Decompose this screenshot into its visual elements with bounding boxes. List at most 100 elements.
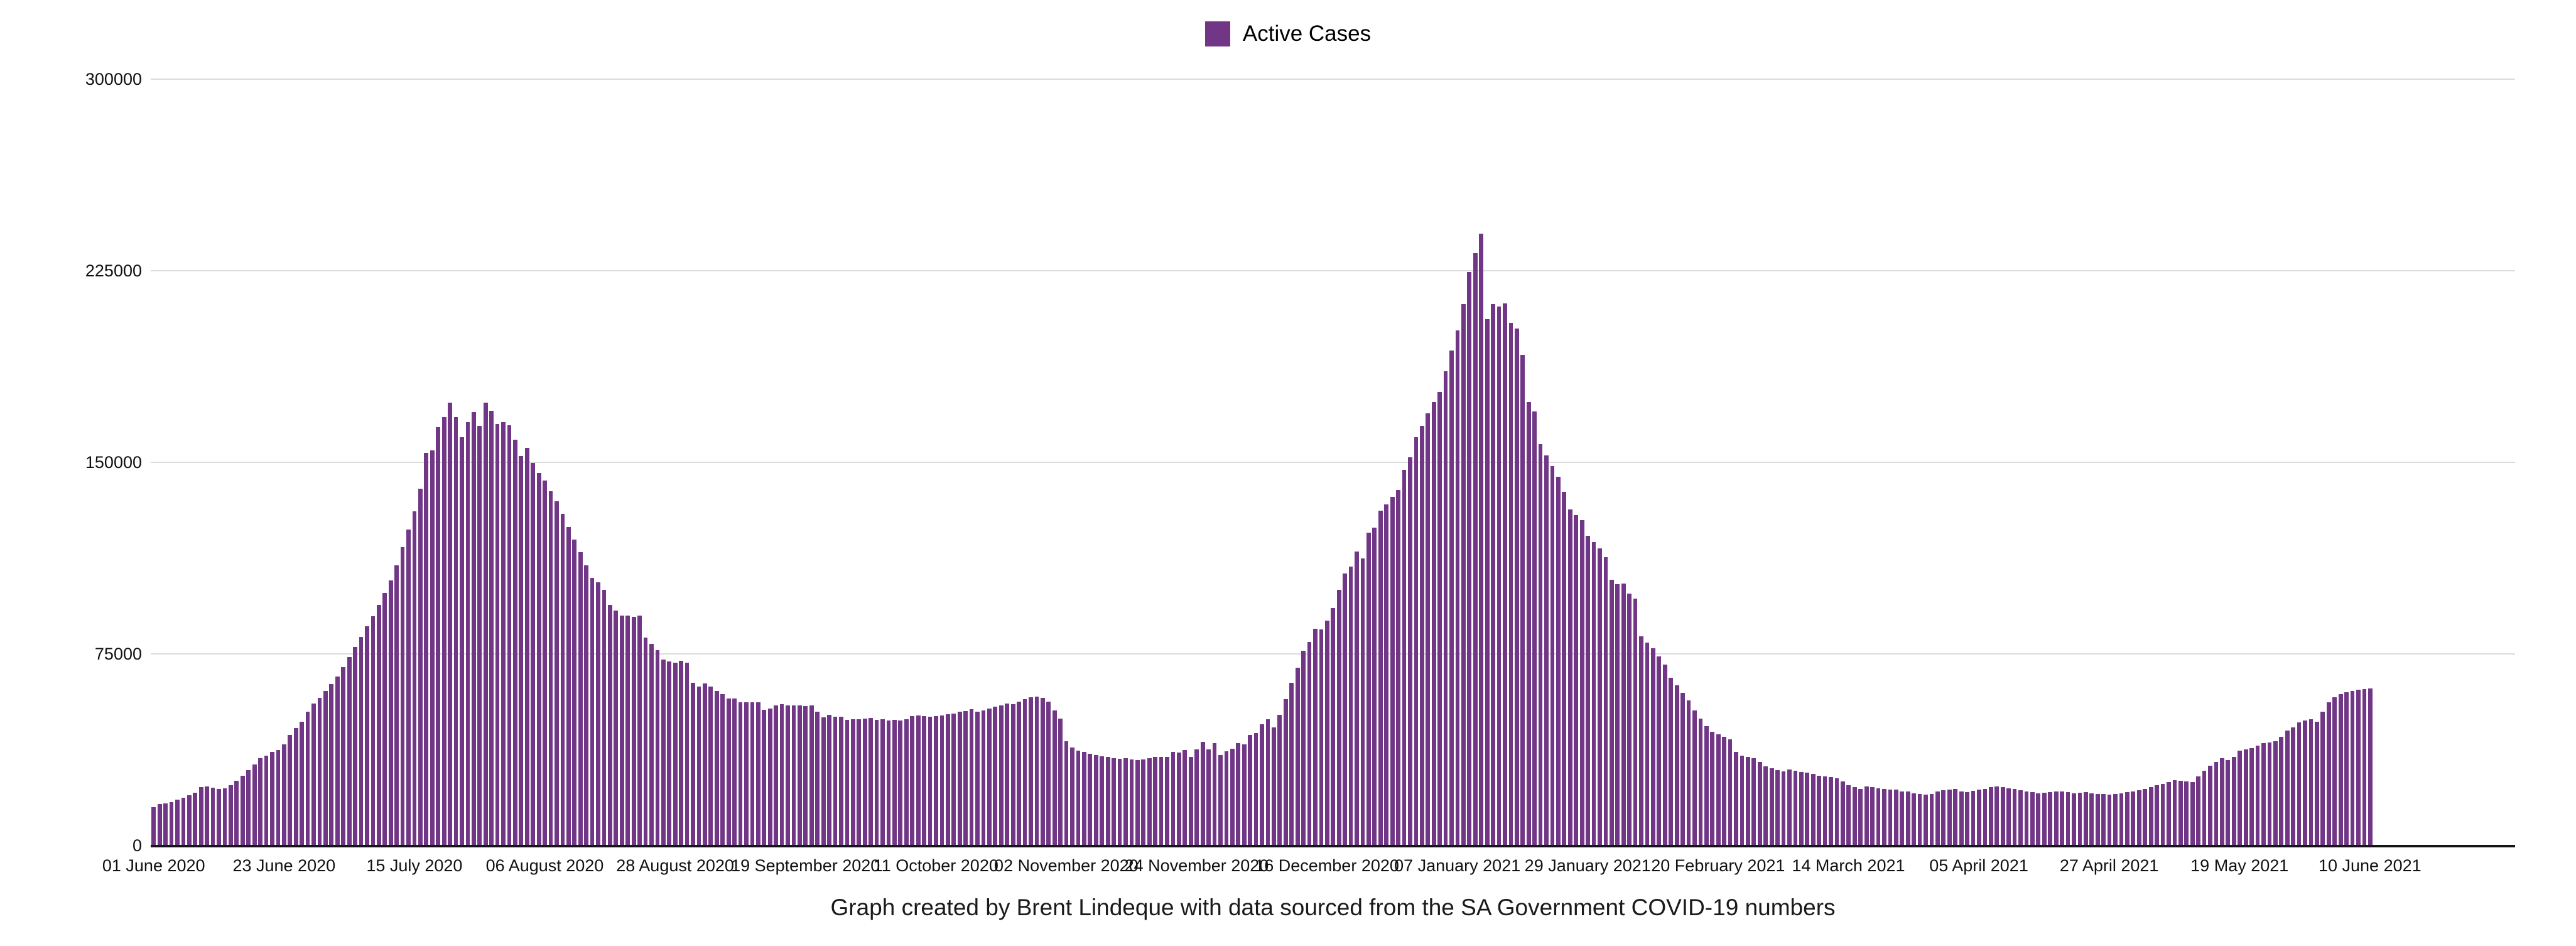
bar-slot [2201,80,2207,846]
bar-slot [2071,80,2077,846]
bar-slot [1063,80,1069,846]
bar-slot [530,80,536,846]
bar [276,750,281,846]
bar [1520,354,1525,846]
bar-slot [1128,80,1134,846]
bar-slot [915,80,921,846]
bar-slot [1324,80,1330,846]
bar [1461,304,1466,846]
bar-slot [376,80,382,846]
bar [2315,721,2319,846]
bar [1822,776,1827,846]
bar [187,795,192,846]
bar [388,580,393,846]
bar-slot [1840,80,1846,846]
bar [2065,792,2070,846]
bar-slot [1573,80,1579,846]
bar-slot [2296,80,2302,846]
bar [1567,509,1572,846]
bar [1319,629,1324,846]
bar [1331,608,1336,846]
bar [975,712,980,846]
bar [762,709,767,846]
bar [1449,351,1454,846]
bar [767,709,772,846]
bar-slot [1650,80,1656,846]
bar-slot [548,80,553,846]
bar [1532,411,1537,846]
empty-slot [2409,80,2415,846]
bar-slot [483,80,489,846]
bar [2184,781,2189,846]
bar [2368,688,2373,846]
bar-slot [1431,80,1437,846]
bar-slot [2184,80,2189,846]
bar [1924,794,1928,846]
bar-slot [1662,80,1668,846]
bar [874,719,879,846]
bar-slot [1893,80,1899,846]
bar-slot [809,80,814,846]
bar [406,529,411,846]
bar-slot [1140,80,1146,846]
bar [501,421,506,846]
bar [175,800,180,846]
bar-slot [791,80,796,846]
empty-slot [2385,80,2391,846]
bar [1046,702,1051,846]
empty-slot [2421,80,2427,846]
bar-slot [1306,80,1312,846]
bar [495,424,500,846]
bar-slot [2314,80,2320,846]
bar-slot [1982,80,1988,846]
bar-slot [1674,80,1679,846]
y-axis-tick-label: 300000 [85,70,142,89]
bar [483,403,488,846]
bar [869,717,874,846]
bar [2285,731,2290,846]
bar-slot [340,80,346,846]
bar [1277,714,1282,846]
bar-slot [2023,80,2029,846]
empty-slot [2462,80,2468,846]
bar-slot [358,80,364,846]
empty-slot [2468,80,2474,846]
bar-slot [192,80,198,846]
bar [1177,753,1181,846]
bar [850,719,855,846]
bar [1734,751,1738,846]
bar [1479,234,1484,846]
bar-slot [554,80,560,846]
bar-slot [1905,80,1911,846]
bar [2131,791,2136,846]
bar-slot [601,80,607,846]
bar [1917,793,1922,846]
bar [1437,391,1442,846]
bar-slot [187,80,192,846]
bar [2249,748,2254,846]
bar [2214,761,2219,846]
bar [1935,791,1940,846]
bar-slot [1372,80,1377,846]
bar-slot [489,80,494,846]
bar-slot [1389,80,1395,846]
bar-slot [1976,80,1982,846]
bar [1615,584,1620,846]
bar [1005,704,1010,846]
bar-slot [1211,80,1217,846]
bar-slot [975,80,980,846]
x-axis-tick-label: 01 June 2020 [102,856,205,875]
x-axis-tick-label: 20 February 2021 [1651,856,1785,875]
bar [619,616,624,846]
bar-slot [1170,80,1176,846]
bar-slot [524,80,530,846]
bar-slot [963,80,968,846]
bar-slot [874,80,879,846]
bar-slot [1277,80,1282,846]
bar [998,705,1004,846]
bar [1846,785,1851,846]
bar [305,712,310,846]
bar-slot [263,80,269,846]
bar-slot [1461,80,1466,846]
bar-slot [1520,80,1525,846]
